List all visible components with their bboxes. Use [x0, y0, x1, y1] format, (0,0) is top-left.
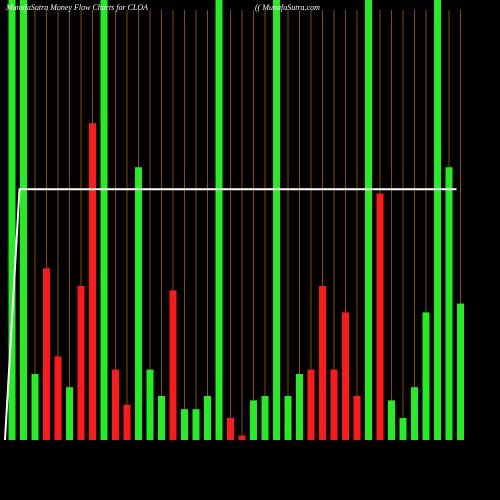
money-flow-line — [4, 188, 457, 441]
bar — [261, 396, 269, 440]
bar — [169, 290, 177, 440]
bar — [319, 286, 326, 440]
bar — [43, 268, 50, 440]
bar — [434, 0, 441, 440]
chart-title: MunafaSutra Money Flow Charts for CLOA — [5, 3, 148, 12]
bar — [284, 396, 292, 440]
bar — [457, 303, 464, 440]
bar — [100, 0, 108, 440]
bar — [146, 369, 154, 440]
bar — [376, 193, 384, 440]
bar — [388, 400, 395, 440]
bar — [181, 409, 188, 440]
bar — [31, 374, 39, 440]
bar — [135, 167, 142, 440]
bar — [273, 0, 280, 440]
bar — [307, 369, 315, 440]
chart-subtitle: (( MunafaSutra.com — [255, 3, 320, 12]
bar — [353, 396, 361, 440]
bar — [445, 167, 453, 440]
bar — [77, 286, 85, 440]
bar — [296, 374, 303, 440]
bar — [422, 312, 430, 440]
bar — [112, 369, 119, 440]
bars — [8, 0, 464, 440]
bar — [215, 0, 223, 440]
bar — [123, 404, 131, 440]
bar — [8, 0, 16, 440]
bar — [158, 396, 165, 440]
bar — [342, 312, 349, 440]
bar — [20, 0, 27, 440]
bar — [204, 396, 211, 440]
bar — [250, 400, 257, 440]
lines — [4, 188, 457, 441]
bar — [227, 418, 234, 440]
bar — [192, 409, 200, 440]
bar — [365, 0, 372, 440]
bar — [411, 387, 418, 440]
bar — [54, 356, 62, 440]
bar — [238, 435, 246, 440]
bar — [89, 123, 96, 440]
bar — [399, 418, 407, 440]
bar — [330, 369, 338, 440]
bar — [66, 387, 73, 440]
